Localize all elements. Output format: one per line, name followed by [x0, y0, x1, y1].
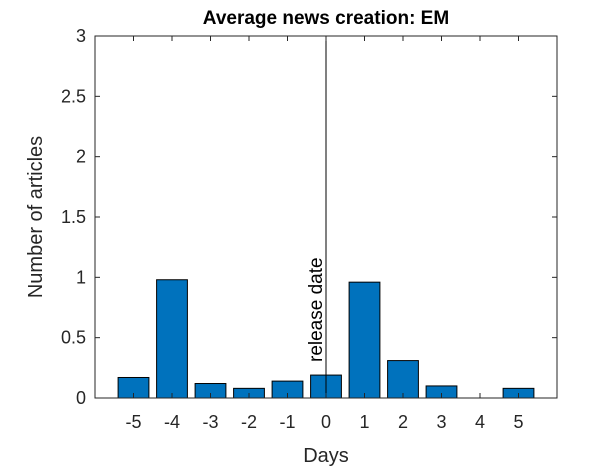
bar-day--4	[156, 279, 188, 399]
y-axis-title: Number of articles	[25, 136, 47, 298]
bar-day-2	[387, 360, 419, 399]
bars-group	[117, 279, 535, 399]
bar-day-1	[348, 281, 381, 399]
y-tick-label: 0	[76, 388, 86, 408]
x-tick-label: -1	[279, 412, 295, 432]
x-tick-label: -2	[241, 412, 257, 432]
y-tick-label: 1.5	[61, 207, 86, 227]
x-tick-label: 3	[436, 412, 446, 432]
x-tick-label: -5	[125, 412, 141, 432]
x-axis-ticks: -5 -4 -3 -2 -1 0 1 2 3 4 5	[125, 36, 524, 432]
y-tick-label: 2	[76, 147, 86, 167]
x-tick-label: 2	[398, 412, 408, 432]
y-tick-label: 3	[76, 26, 86, 46]
x-tick-label: 4	[475, 412, 485, 432]
x-tick-label: -3	[202, 412, 218, 432]
y-tick-label: 1	[76, 267, 86, 287]
x-axis-title: Days	[303, 445, 349, 467]
y-axis-ticks: 0 0.5 1 1.5 2 2.5 3	[61, 26, 557, 408]
x-tick-label: -4	[164, 412, 180, 432]
x-tick-label: 0	[321, 412, 331, 432]
x-tick-label: 5	[513, 412, 523, 432]
release-date-group: release date	[306, 36, 327, 398]
release-date-label: release date	[306, 257, 327, 362]
x-tick-label: 1	[359, 412, 369, 432]
y-tick-label: 2.5	[61, 86, 86, 106]
chart-title: Average news creation: EM	[203, 8, 449, 29]
y-tick-label: 0.5	[61, 328, 86, 348]
